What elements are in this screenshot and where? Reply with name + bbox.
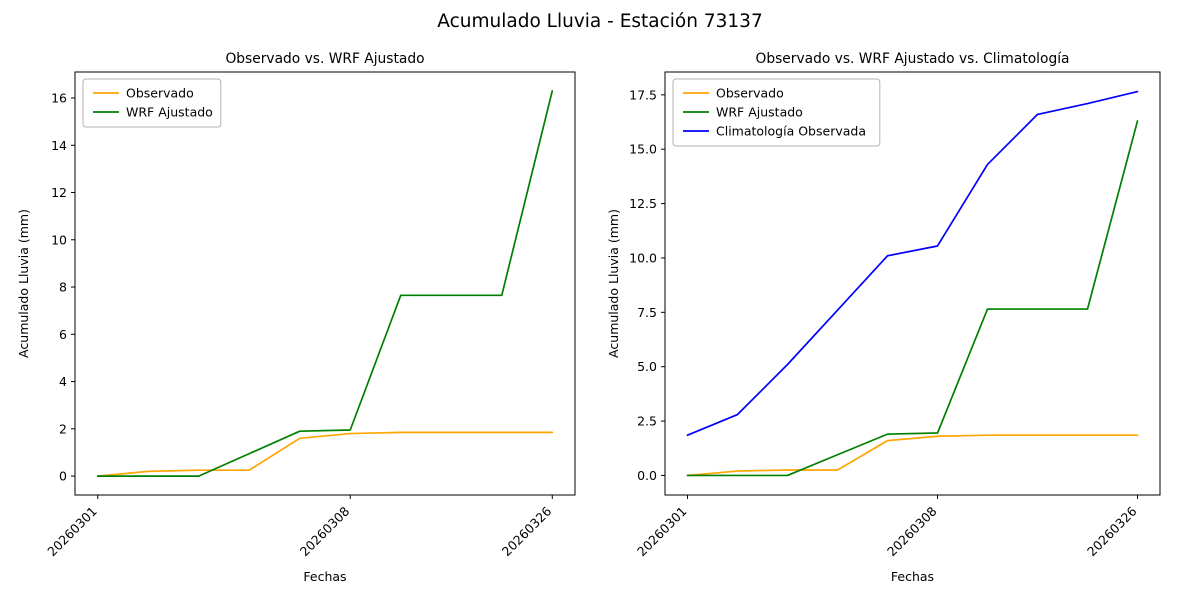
x-tick-label: 20260326	[499, 503, 555, 559]
y-tick-label: 14	[51, 138, 67, 153]
subplot-observado-vs-wrf: 0 2 4 6 8 10 12 14 16 20260301 20260308 20260326 Obs…	[16, 51, 576, 584]
y-tick-label: 12.5	[629, 196, 657, 211]
y-tick-label: 10.0	[629, 250, 657, 265]
legend-label: WRF Ajustado	[126, 105, 213, 120]
y-tick-label: 12	[51, 185, 67, 200]
x-tick-label: 20260301	[44, 504, 100, 560]
y-tick-label: 15.0	[629, 142, 657, 157]
x-axis-label: Fechas	[891, 569, 934, 584]
y-tick-label: 2.5	[637, 414, 657, 429]
legend-label: WRF Ajustado	[716, 105, 803, 120]
series-line-wrf-ajustado	[686, 120, 1139, 477]
x-tick-label: 20260326	[1084, 503, 1140, 559]
y-axis-label: Acumulado Lluvia (mm)	[16, 209, 31, 358]
series-line-observado	[686, 434, 1139, 477]
x-tick-label: 20260308	[297, 503, 353, 559]
x-tick-label: 20260301	[634, 504, 690, 560]
y-tick-label: 2	[59, 421, 67, 436]
y-tick-label: 8	[59, 280, 67, 295]
x-tick-label: 20260308	[884, 503, 940, 559]
y-tick-label: 16	[51, 90, 67, 105]
x-axis-label: Fechas	[303, 569, 346, 584]
y-tick-label: 10	[51, 232, 67, 247]
subplot-observado-vs-wrf-vs-climatologia: 0.0 2.5 5.0 7.5 10.0 12.5 15.0 17.5 20260301 2026…	[606, 51, 1161, 584]
y-tick-label: 6	[59, 327, 67, 342]
legend	[82, 78, 222, 128]
y-tick-label: 17.5	[629, 87, 657, 102]
series-line-observado	[96, 431, 554, 477]
y-tick-label: 0.0	[637, 468, 657, 483]
legend-label: Observado	[126, 86, 194, 101]
subplot-title: Observado vs. WRF Ajustado	[225, 51, 424, 67]
figure-title: Acumulado Lluvia - Estación 73137	[437, 11, 763, 32]
y-tick-label: 4	[59, 374, 67, 389]
y-tick-label: 7.5	[637, 305, 657, 320]
legend	[672, 78, 881, 147]
y-tick-label: 5.0	[637, 359, 657, 374]
legend-label: Climatología Observada	[716, 124, 866, 139]
y-axis-label: Acumulado Lluvia (mm)	[606, 209, 621, 358]
legend-label: Observado	[716, 86, 784, 101]
series-line-climatolog-a-observada	[686, 90, 1139, 437]
axes-box	[74, 71, 576, 496]
series-line-wrf-ajustado	[96, 90, 554, 477]
subplot-title: Observado vs. WRF Ajustado vs. Climatolo…	[756, 51, 1070, 67]
y-tick-label: 0	[59, 469, 67, 484]
